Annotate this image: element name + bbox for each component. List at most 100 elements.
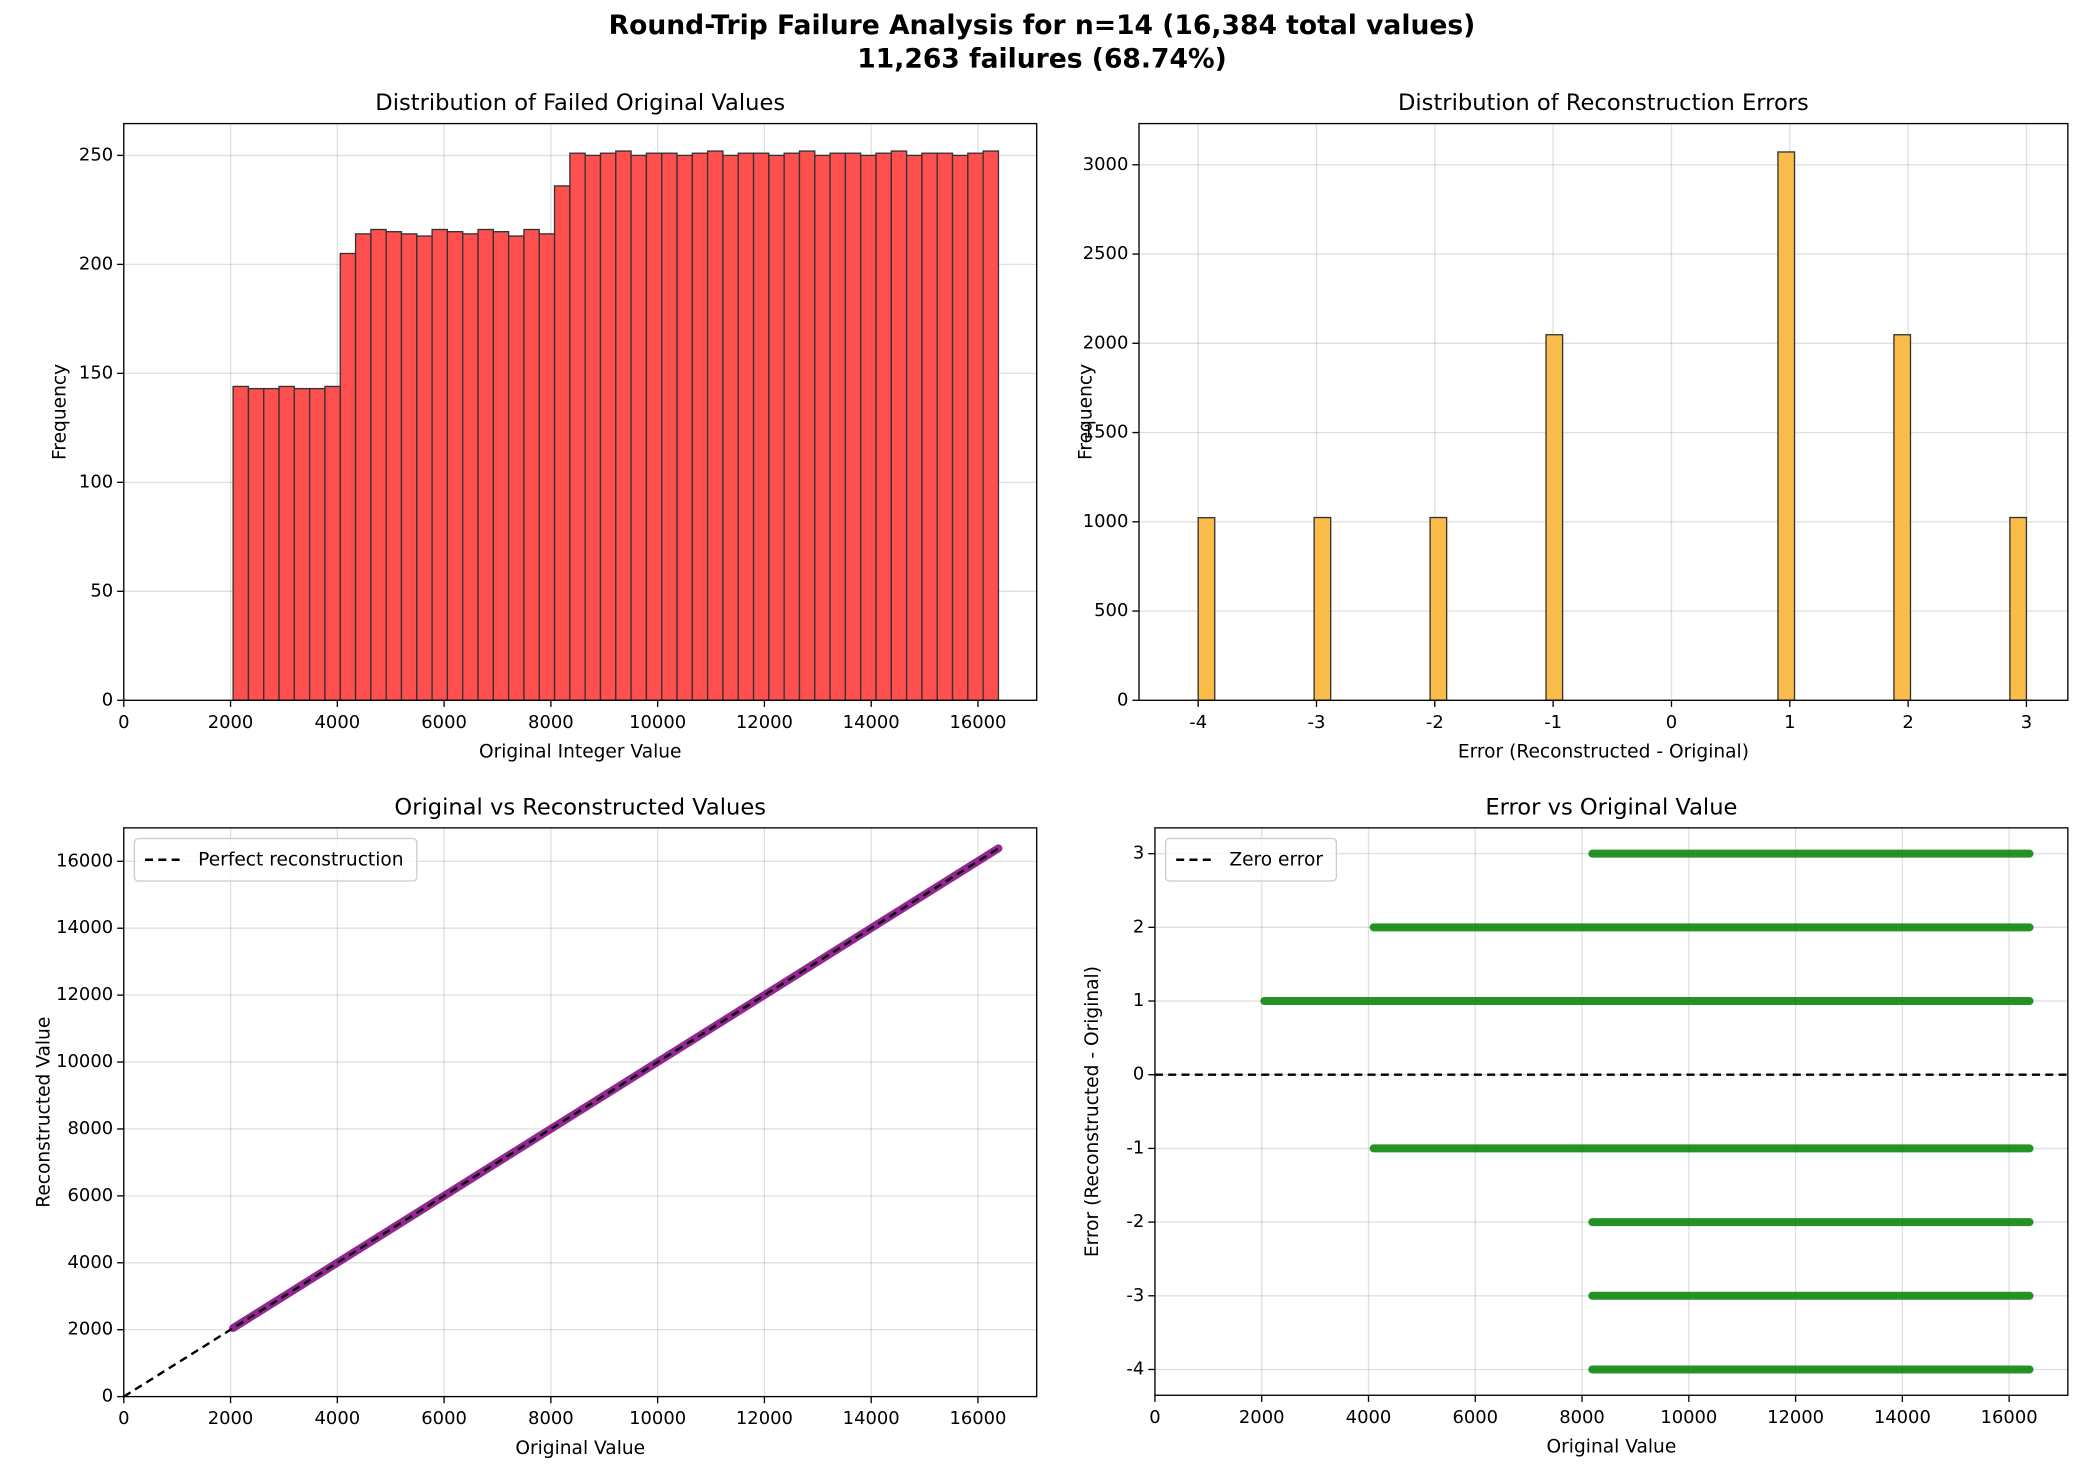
bar xyxy=(370,228,387,701)
y-tick-label: 3 xyxy=(1133,843,1144,864)
bar xyxy=(263,387,280,701)
x-tick-label: 10000 xyxy=(1660,1407,1717,1428)
bar xyxy=(492,231,510,701)
y-tick-label: 0 xyxy=(1133,1064,1144,1085)
axes-frame xyxy=(1154,827,2069,1396)
bar xyxy=(446,231,464,701)
bar xyxy=(630,154,648,701)
y-tick-label: 1000 xyxy=(1083,511,1129,532)
x-tick-label: 14000 xyxy=(843,1408,900,1429)
x-tick-label: 1 xyxy=(1784,712,1795,733)
subplot-title: Distribution of Reconstruction Errors xyxy=(1398,90,1809,116)
bar xyxy=(232,385,250,701)
x-tick-label: 0 xyxy=(118,712,129,733)
y-tick-label: 100 xyxy=(79,471,113,492)
bar xyxy=(416,235,433,701)
y-tick-label: 250 xyxy=(79,144,113,165)
bar xyxy=(431,228,449,701)
subplot: -4 -3 -2 -1 0 1 2 3 0 500 1000 1500 2000 2500 3000 Dist… xyxy=(1075,90,2069,763)
x-tick-label: 10000 xyxy=(629,712,686,733)
y-tick-label: 150 xyxy=(79,362,113,383)
y-tick-label: 1 xyxy=(1133,990,1144,1011)
subplot-title: Original vs Reconstructed Values xyxy=(394,794,766,820)
bar xyxy=(1313,516,1332,701)
legend-box xyxy=(1164,837,1338,882)
subplot: 0 2000 4000 6000 8000 10000 12000 14000 16000 0 20… xyxy=(34,794,1038,1459)
bar xyxy=(936,152,954,701)
x-tick-label: -3 xyxy=(1308,712,1326,733)
bar xyxy=(2009,516,2028,701)
legend-label: Zero error xyxy=(1229,849,1323,870)
x-tick-label: 14000 xyxy=(1874,1407,1931,1428)
x-tick-label: 10000 xyxy=(629,1408,686,1429)
subplot-title: Distribution of Failed Original Values xyxy=(375,90,785,116)
bar xyxy=(1197,517,1216,701)
bar xyxy=(737,152,755,701)
bar xyxy=(875,152,892,701)
x-tick-label: 2 xyxy=(1902,712,1913,733)
x-tick-label: 14000 xyxy=(843,712,900,733)
x-axis-label: Original Value xyxy=(1547,1437,1677,1458)
bar xyxy=(921,152,938,701)
y-tick-label: -4 xyxy=(1126,1358,1144,1379)
bar xyxy=(615,150,632,701)
subplot-title: Error vs Original Value xyxy=(1485,794,1737,820)
bar xyxy=(308,387,326,701)
bar xyxy=(354,233,372,701)
figure-title: Round-Trip Failure Analysis for n=14 (16… xyxy=(609,10,1476,41)
x-tick-label: 6000 xyxy=(421,1408,467,1429)
y-axis-label: Error (Reconstructed - Original) xyxy=(1082,966,1103,1257)
y-tick-label: 12000 xyxy=(56,984,113,1005)
bar xyxy=(569,152,586,701)
x-tick-label: 4000 xyxy=(315,712,361,733)
bar xyxy=(507,235,525,701)
x-tick-label: 0 xyxy=(118,1408,129,1429)
x-axis-label: Original Value xyxy=(515,1438,645,1459)
bar xyxy=(905,154,923,701)
y-tick-label: -3 xyxy=(1126,1285,1144,1306)
legend-box xyxy=(133,837,418,882)
axes-frame xyxy=(1138,122,2069,701)
y-tick-label: 200 xyxy=(79,253,113,274)
bar xyxy=(599,152,617,701)
y-tick-label: 14000 xyxy=(56,917,113,938)
bar xyxy=(385,231,403,701)
bar xyxy=(1777,151,1796,701)
x-tick-label: 0 xyxy=(1666,712,1677,733)
x-tick-label: 16000 xyxy=(949,1408,1006,1429)
x-tick-label: 4000 xyxy=(315,1408,361,1429)
x-tick-label: 12000 xyxy=(736,1408,793,1429)
x-tick-label: 3 xyxy=(2021,712,2032,733)
bar xyxy=(477,228,494,701)
x-tick-label: 8000 xyxy=(528,712,574,733)
y-tick-label: 3000 xyxy=(1083,154,1129,175)
y-tick-label: 0 xyxy=(102,1386,113,1407)
bar xyxy=(553,185,571,701)
y-tick-label: -2 xyxy=(1126,1211,1144,1232)
y-tick-label: -1 xyxy=(1126,1137,1144,1158)
bar xyxy=(645,152,663,701)
x-tick-label: -2 xyxy=(1426,712,1444,733)
y-tick-label: 0 xyxy=(1117,689,1128,710)
y-tick-label: 0 xyxy=(102,689,113,710)
subplot: 0 2000 4000 6000 8000 10000 12000 14000 16000 0 50… xyxy=(49,90,1038,763)
bar xyxy=(967,152,984,701)
y-tick-label: 10000 xyxy=(56,1051,113,1072)
bar xyxy=(1429,516,1448,701)
bar xyxy=(584,154,602,701)
subplot: 0 2000 4000 6000 8000 10000 12000 14000 16000 -4 -… xyxy=(1082,794,2069,1458)
bar xyxy=(339,252,357,701)
bar xyxy=(722,154,739,701)
bar xyxy=(844,152,862,701)
y-tick-label: 4000 xyxy=(68,1252,114,1273)
bar xyxy=(400,233,418,701)
axes-frame xyxy=(123,122,1038,701)
y-tick-label: 50 xyxy=(90,580,113,601)
x-axis-label: Original Integer Value xyxy=(479,742,682,763)
x-tick-label: 8000 xyxy=(528,1408,574,1429)
x-tick-label: 0 xyxy=(1149,1407,1160,1428)
y-tick-label: 6000 xyxy=(68,1185,114,1206)
axes-frame xyxy=(123,827,1038,1398)
y-tick-label: 8000 xyxy=(68,1118,114,1139)
